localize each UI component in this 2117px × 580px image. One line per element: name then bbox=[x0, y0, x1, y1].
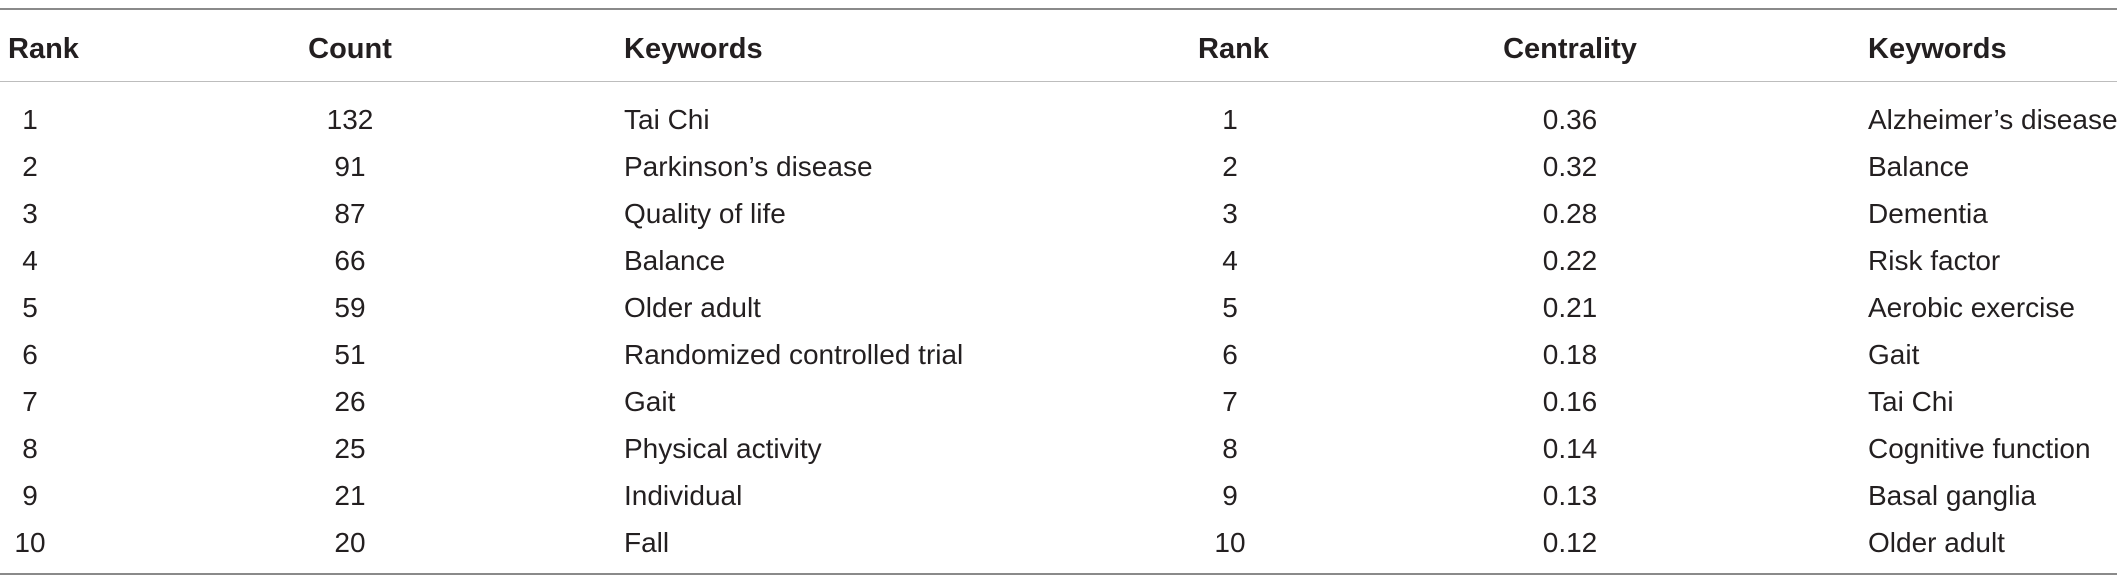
table-row: 10 20 Fall 10 0.12 Older adult bbox=[0, 519, 2117, 566]
cell-centrality: 0.36 bbox=[1542, 104, 1598, 135]
cell-rank-left: 6 bbox=[22, 339, 38, 370]
cell-count: 132 bbox=[326, 104, 374, 135]
cell-keyword-left: Quality of life bbox=[624, 198, 786, 229]
cell-keyword-left: Physical activity bbox=[624, 433, 822, 464]
cell-rank-right: 3 bbox=[1222, 198, 1238, 229]
cell-keyword-left: Gait bbox=[624, 386, 676, 417]
cell-centrality: 0.18 bbox=[1542, 339, 1598, 370]
table-row: 4 66 Balance 4 0.22 Risk factor bbox=[0, 237, 2117, 284]
cell-rank-left: 4 bbox=[22, 245, 38, 276]
cell-centrality: 0.32 bbox=[1542, 151, 1598, 182]
header-keywords-right: Keywords bbox=[1868, 33, 2007, 65]
cell-rank-left: 2 bbox=[22, 151, 38, 182]
cell-keyword-left: Balance bbox=[624, 245, 726, 276]
cell-centrality: 0.13 bbox=[1542, 480, 1598, 511]
cell-keyword-left: Randomized controlled trial bbox=[624, 339, 964, 370]
cell-keyword-right: Dementia bbox=[1868, 198, 1988, 229]
table-row: 9 21 Individual 9 0.13 Basal ganglia bbox=[0, 472, 2117, 519]
cell-keyword-right: Risk factor bbox=[1868, 245, 2001, 276]
cell-centrality: 0.16 bbox=[1542, 386, 1598, 417]
table-row: 1 132 Tai Chi 1 0.36 Alzheimer’s disease bbox=[0, 96, 2117, 143]
cell-keyword-right: Aerobic exercise bbox=[1868, 292, 2075, 323]
cell-rank-right: 4 bbox=[1222, 245, 1238, 276]
cell-rank-left: 8 bbox=[22, 433, 38, 464]
cell-rank-right: 6 bbox=[1222, 339, 1238, 370]
cell-rank-left: 7 bbox=[22, 386, 38, 417]
cell-count: 59 bbox=[334, 292, 366, 323]
cell-rank-left: 9 bbox=[22, 480, 38, 511]
cell-rank-right: 5 bbox=[1222, 292, 1238, 323]
cell-rank-right: 9 bbox=[1222, 480, 1238, 511]
cell-rank-left: 5 bbox=[22, 292, 38, 323]
cell-rank-right: 8 bbox=[1222, 433, 1238, 464]
cell-count: 87 bbox=[334, 198, 366, 229]
table-row: 6 51 Randomized controlled trial 6 0.18 Gait bbox=[0, 331, 2117, 378]
cell-keyword-right: Alzheimer’s disease bbox=[1868, 104, 2117, 135]
cell-centrality: 0.12 bbox=[1542, 527, 1598, 558]
cell-keyword-left: Individual bbox=[624, 480, 743, 511]
cell-keyword-left: Older adult bbox=[624, 292, 761, 323]
cell-keyword-right: Tai Chi bbox=[1868, 386, 1954, 417]
cell-rank-left: 1 bbox=[22, 104, 38, 135]
table-header-row: Rank Count Keywords Rank Centrality Keyw… bbox=[0, 26, 2117, 73]
cell-keyword-left: Parkinson’s disease bbox=[624, 151, 873, 182]
header-centrality: Centrality bbox=[1503, 33, 1637, 65]
cell-rank-right: 1 bbox=[1222, 104, 1238, 135]
cell-keyword-right: Gait bbox=[1868, 339, 1920, 370]
header-keywords-left: Keywords bbox=[624, 33, 763, 65]
table-header-rule bbox=[0, 81, 2117, 82]
cell-rank-left: 3 bbox=[22, 198, 38, 229]
cell-keyword-right: Balance bbox=[1868, 151, 1970, 182]
table-bottom-rule bbox=[0, 573, 2117, 575]
table-top-rule bbox=[0, 8, 2117, 10]
header-rank-right: Rank bbox=[1198, 33, 1269, 65]
cell-centrality: 0.28 bbox=[1542, 198, 1598, 229]
cell-count: 26 bbox=[334, 386, 366, 417]
table-row: 3 87 Quality of life 3 0.28 Dementia bbox=[0, 190, 2117, 237]
cell-count: 66 bbox=[334, 245, 366, 276]
cell-centrality: 0.21 bbox=[1542, 292, 1598, 323]
cell-rank-right: 2 bbox=[1222, 151, 1238, 182]
cell-keyword-left: Tai Chi bbox=[624, 104, 710, 135]
header-rank-left: Rank bbox=[8, 33, 79, 65]
cell-keyword-left: Fall bbox=[624, 527, 670, 558]
cell-count: 25 bbox=[334, 433, 366, 464]
cell-rank-left: 10 bbox=[14, 527, 46, 558]
header-count: Count bbox=[308, 33, 392, 65]
cell-rank-right: 7 bbox=[1222, 386, 1238, 417]
cell-keyword-right: Basal ganglia bbox=[1868, 480, 2037, 511]
table-row: 5 59 Older adult 5 0.21 Aerobic exercise bbox=[0, 284, 2117, 331]
table-row: 2 91 Parkinson’s disease 2 0.32 Balance bbox=[0, 143, 2117, 190]
cell-count: 20 bbox=[334, 527, 366, 558]
cell-keyword-right: Cognitive function bbox=[1868, 433, 2091, 464]
cell-centrality: 0.22 bbox=[1542, 245, 1598, 276]
cell-count: 51 bbox=[334, 339, 366, 370]
cell-rank-right: 10 bbox=[1214, 527, 1246, 558]
cell-centrality: 0.14 bbox=[1542, 433, 1598, 464]
table-row: 8 25 Physical activity 8 0.14 Cognitive funct… bbox=[0, 425, 2117, 472]
cell-count: 21 bbox=[334, 480, 366, 511]
table-row: 7 26 Gait 7 0.16 Tai Chi bbox=[0, 378, 2117, 425]
cell-keyword-right: Older adult bbox=[1868, 527, 2005, 558]
cell-count: 91 bbox=[334, 151, 366, 182]
